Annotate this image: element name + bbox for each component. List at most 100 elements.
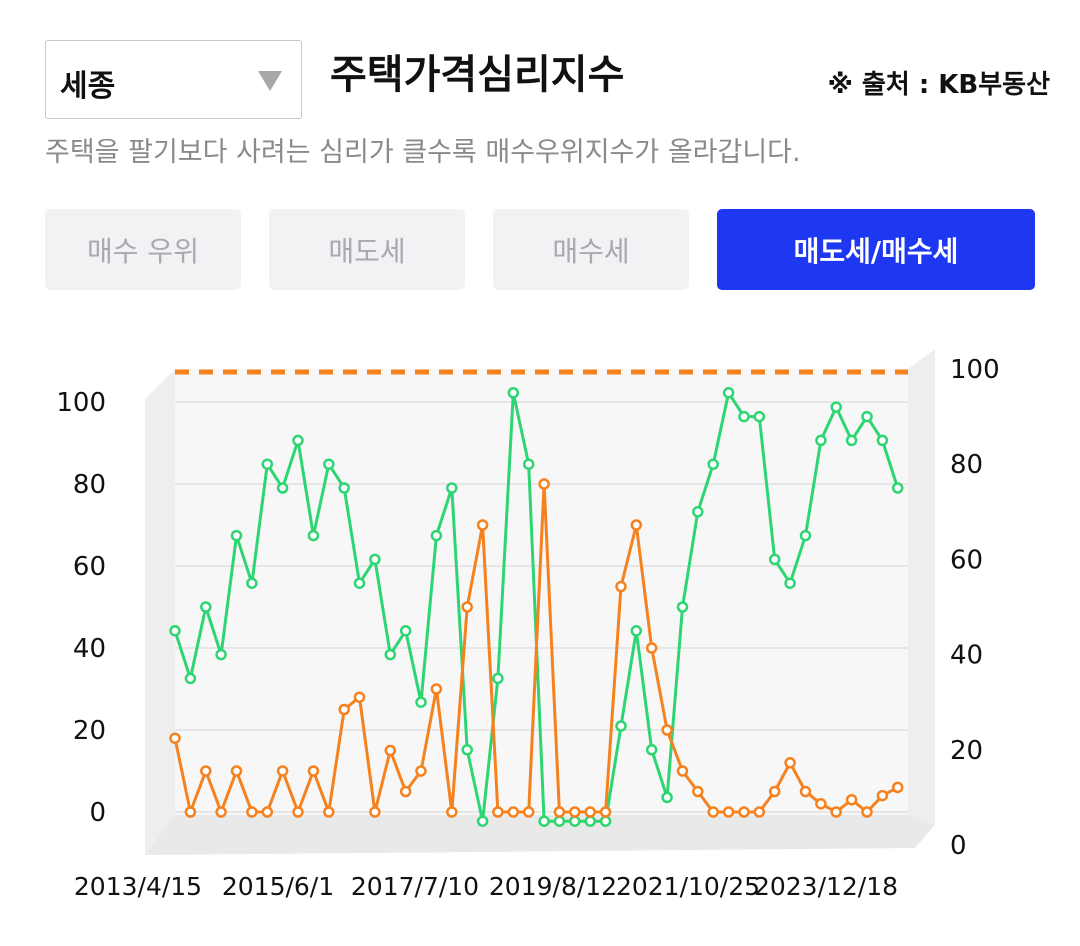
orange-series-point (784, 757, 796, 769)
x-axis-tick-label: 2015/6/1 (222, 872, 334, 901)
plot-right-wall (908, 349, 935, 845)
orange-series-point (538, 478, 550, 490)
orange-series-point (338, 703, 350, 716)
right-axis-tick-label: 80 (950, 450, 983, 480)
green-series-point (215, 648, 227, 661)
green-series-point (369, 553, 381, 566)
orange-series-point (522, 806, 535, 818)
green-series-point (768, 553, 781, 566)
green-series-point (200, 601, 212, 613)
green-series-point (707, 458, 719, 470)
left-axis-tick-label: 60 (73, 552, 106, 582)
orange-series-point (830, 806, 842, 818)
price-sentiment-chart: 0 20 40 60 80 100 0 20 40 60 80 100 2013/4/15 2015/6/… (56, 349, 1000, 901)
green-series-point (292, 434, 304, 447)
green-series-point (476, 815, 489, 827)
right-axis-tick-label: 40 (950, 641, 983, 671)
green-series-point (676, 601, 689, 613)
orange-series-point (261, 806, 274, 818)
orange-series-point (799, 785, 812, 798)
orange-series-point (584, 806, 596, 818)
left-axis-tick-label: 100 (56, 388, 106, 418)
green-series-point (538, 815, 550, 827)
tab-buying[interactable]: 매수세 (493, 209, 689, 290)
left-axis-tick-label: 80 (73, 470, 106, 500)
orange-series-point (353, 691, 366, 703)
green-series-point (507, 387, 520, 399)
green-series-point (861, 410, 873, 423)
orange-series-point (569, 806, 581, 818)
orange-series-point (292, 806, 304, 818)
green-series-point (599, 815, 612, 827)
green-series-point (815, 434, 827, 447)
orange-series-point (184, 806, 197, 818)
green-series-point (276, 482, 289, 494)
green-series-point (738, 410, 750, 423)
right-axis-tick-label: 60 (950, 545, 983, 575)
orange-series-point (861, 806, 873, 818)
green-series-point (876, 434, 889, 447)
green-series-point (353, 577, 366, 589)
green-series-point (461, 744, 473, 756)
green-series-point (722, 387, 735, 399)
tab-buyer-superiority[interactable]: 매수 우위 (45, 209, 241, 290)
orange-series-point (476, 519, 489, 531)
right-axis-tick-label: 0 (950, 831, 967, 861)
green-series-point (492, 672, 504, 685)
green-series-point (246, 577, 258, 589)
green-series-point (630, 625, 643, 637)
left-axis-tick-label: 0 (89, 798, 106, 828)
orange-series-point (815, 798, 827, 810)
right-axis-tick-label: 20 (950, 736, 983, 766)
plot-floor (145, 815, 935, 855)
green-series-point (891, 482, 904, 494)
chevron-down-icon (258, 71, 282, 91)
green-series-point (323, 458, 335, 470)
green-series-point (830, 401, 842, 413)
orange-series-point (876, 789, 889, 802)
green-series-point (307, 529, 320, 542)
orange-series-point (768, 785, 781, 798)
orange-series-point (200, 765, 212, 777)
orange-series-point (845, 793, 858, 806)
source-note: ※ 출처 : KB부동산 (827, 70, 1050, 100)
orange-series-point (615, 580, 627, 593)
green-series-point (522, 458, 535, 470)
orange-series-point (323, 806, 335, 818)
green-series-point (784, 577, 796, 589)
orange-series-point (553, 806, 566, 818)
x-axis-tick-label: 2019/8/12 (489, 872, 617, 901)
green-series-point (446, 482, 458, 494)
green-series-point (415, 696, 427, 708)
green-series-point (338, 482, 350, 494)
orange-series-point (369, 806, 381, 818)
green-series-point (169, 625, 181, 637)
tab-selling[interactable]: 매도세 (269, 209, 465, 290)
green-series-point (753, 410, 766, 423)
orange-series-point (630, 519, 643, 531)
orange-series-point (599, 806, 612, 818)
subtitle: 주택을 팔기보다 사려는 심리가 클수록 매수우위지수가 올라갑니다. (45, 137, 801, 168)
orange-series-point (276, 765, 289, 777)
orange-series-point (738, 806, 750, 818)
region-select[interactable]: 세종 (45, 40, 302, 119)
left-axis-tick-label: 40 (73, 634, 106, 664)
orange-series-point (461, 601, 473, 613)
plot-left-wall (145, 369, 175, 855)
tab-selling-buying[interactable]: 매도세/매수세 (717, 209, 1035, 290)
orange-series-point (492, 806, 504, 818)
orange-series-point (399, 785, 412, 798)
orange-series-point (692, 785, 704, 798)
green-series-point (184, 672, 197, 685)
green-series-point (261, 458, 274, 470)
orange-series-point (446, 806, 458, 818)
orange-series-point (415, 765, 427, 777)
x-axis-tick-label: 2023/12/18 (754, 872, 898, 901)
orange-series-point (230, 765, 243, 777)
green-series-point (569, 815, 581, 827)
orange-series-point (753, 806, 766, 818)
orange-series-point (384, 744, 397, 757)
green-series-point (615, 720, 627, 732)
orange-series-point (215, 806, 227, 818)
orange-series-point (246, 806, 258, 818)
